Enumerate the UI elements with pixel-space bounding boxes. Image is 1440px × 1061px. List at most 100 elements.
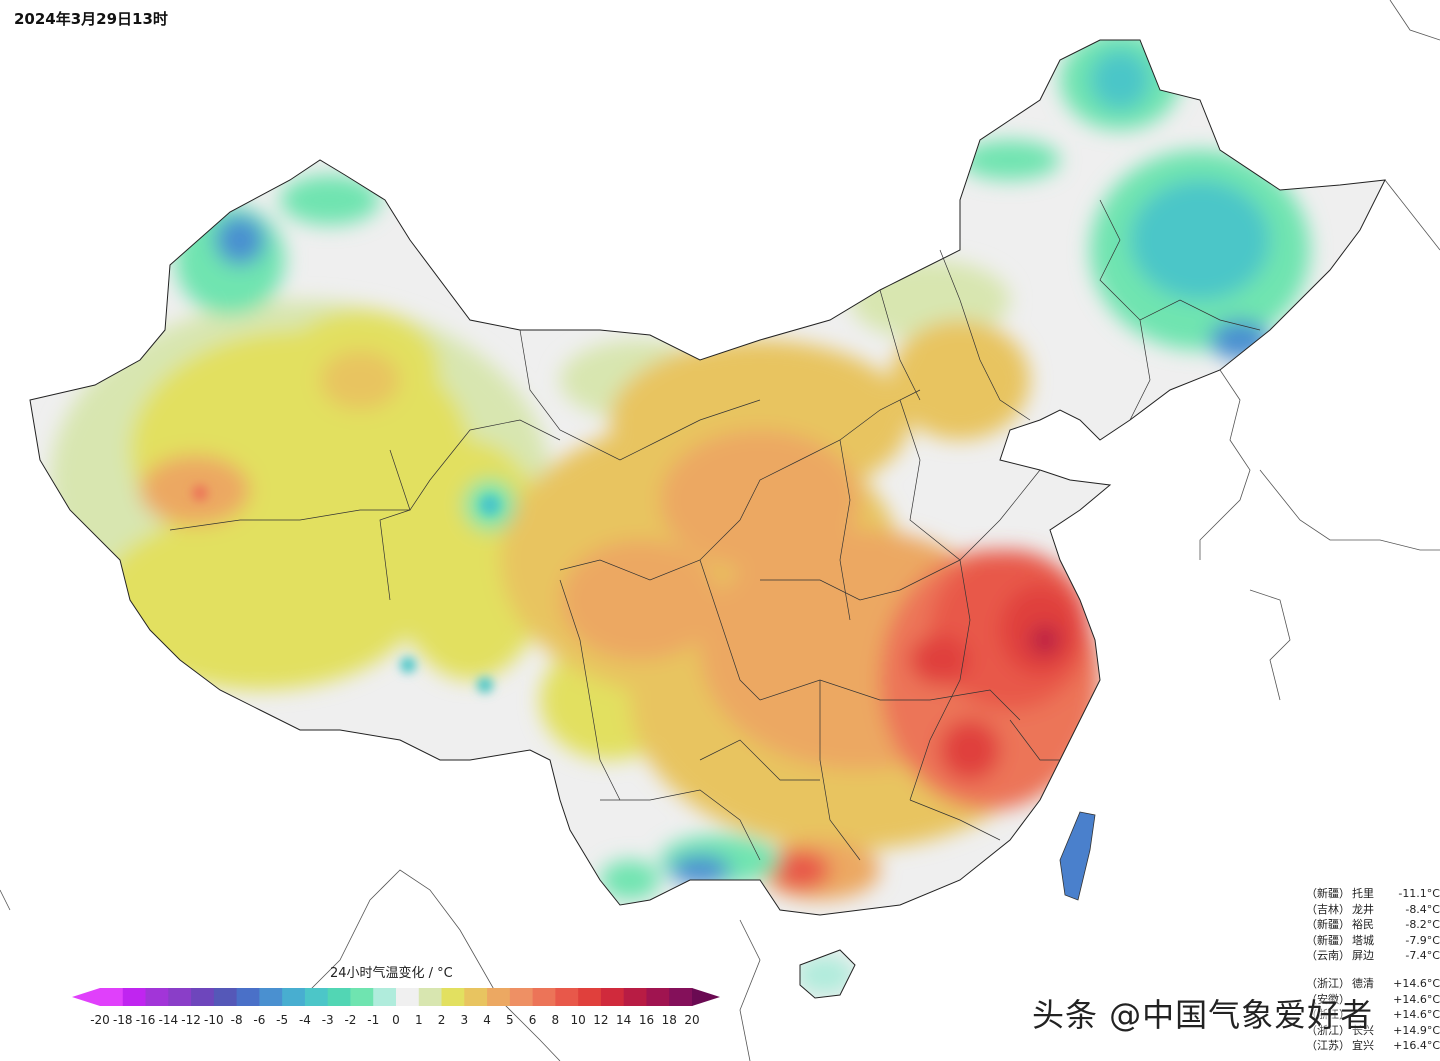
station-value: +16.4°C (1393, 1039, 1440, 1052)
station-row: （安徽） +14.6°C (1306, 992, 1440, 1008)
colorbar-arrow-left (72, 988, 100, 1006)
station-name: 屏边 (1352, 949, 1374, 962)
station-province: （江苏） (1306, 1039, 1350, 1052)
colorbar-swatch (669, 988, 693, 1006)
station-name: 塔城 (1352, 933, 1374, 947)
colorbar-swatch (100, 988, 124, 1006)
colorbar-tick-label: -1 (367, 1013, 380, 1027)
colorbar-swatch (282, 988, 306, 1006)
colorbar-tick-label: -2 (344, 1013, 357, 1027)
colorbar-swatch (418, 988, 443, 1006)
station-province: （新疆） (1306, 887, 1350, 900)
colorbar-tick-label: -10 (204, 1013, 224, 1027)
colorbar-tick-label: -12 (181, 1013, 201, 1027)
station-row: （新疆） 托里 -11.1°C (1306, 886, 1440, 902)
china-boundary (29, 39, 1386, 999)
colorbar-arrow-right (692, 988, 720, 1006)
station-province: （浙江） (1306, 977, 1350, 990)
station-value: -7.4°C (1405, 949, 1440, 962)
colorbar-tick-label: 4 (483, 1013, 491, 1027)
station-row: （浙江） 长兴 +14.9°C (1306, 1023, 1440, 1039)
station-province: （吉林） (1306, 902, 1350, 916)
colorbar-swatch (259, 988, 283, 1006)
station-province: （新疆） (1306, 918, 1350, 931)
station-name: 宜兴 (1352, 1039, 1374, 1052)
station-row: （江苏） 宜兴 +16.4°C (1306, 1038, 1440, 1054)
colorbar-tick-label: 1 (414, 1013, 423, 1027)
station-province: （浙江） (1306, 1008, 1350, 1021)
watermark: 头条 @中国气象爱好者 (1032, 996, 1374, 1034)
station-province: （云南） (1306, 949, 1350, 962)
colorbar-swatch (396, 988, 420, 1006)
stats-highest: （浙江） 德清 +14.6°C （安徽） +14.6°C （浙江） +14.6°C （浙江）长… (1306, 976, 1440, 1054)
colorbar-tick-label: 5 (506, 1013, 514, 1027)
station-province: （新疆） (1306, 933, 1350, 947)
colorbar-swatch (441, 988, 465, 1006)
colorbar-tick-label: 12 (593, 1013, 609, 1027)
station-value: +14.6°C (1393, 977, 1440, 990)
colorbar-tick-label: 20 (684, 1013, 700, 1027)
colorbar-tick-label: 14 (616, 1013, 632, 1027)
colorbar-tick-label: -6 (253, 1013, 266, 1027)
colorbar-tick-label: 3 (460, 1013, 469, 1027)
colorbar-swatch (464, 988, 488, 1006)
colorbar-swatch (304, 988, 329, 1006)
station-name: 长兴 (1352, 1023, 1374, 1037)
station-name: 托里 (1352, 887, 1374, 900)
legend-colorbar (72, 988, 720, 1006)
colorbar-tick-label: -4 (298, 1013, 311, 1027)
colorbar-swatch (646, 988, 670, 1006)
station-row: （新疆） 裕民 -8.2°C (1306, 917, 1440, 933)
colorbar-tick-label: -8 (230, 1013, 243, 1027)
colorbar-tick-label: 6 (528, 1013, 537, 1027)
colorbar-swatch (623, 988, 647, 1006)
colorbar-tick-label: -14 (158, 1013, 179, 1027)
colorbar-swatch (145, 988, 169, 1006)
province-boundaries (169, 199, 1261, 861)
stats-lowest: （新疆） 托里 -11.1°C （吉林） 龙井 -8.4°C （新疆） 裕民 -8.2°C （新疆… (1306, 886, 1440, 964)
station-province: （浙江） (1306, 1023, 1350, 1037)
colorbar-swatch (487, 988, 511, 1006)
station-row: （浙江） +14.6°C (1306, 1007, 1440, 1023)
colorbar-tick-label: 16 (638, 1013, 655, 1027)
colorbar-swatch (168, 988, 192, 1006)
colorbar-tick-label: -16 (135, 1013, 156, 1027)
colorbar-swatch (555, 988, 579, 1006)
station-value: +14.6°C (1393, 992, 1440, 1006)
colorbar-tick-label: 10 (570, 1013, 586, 1027)
colorbar-tick-label: 0 (392, 1013, 400, 1027)
colorbar-tick-label: -20 (90, 1013, 110, 1027)
station-row: （浙江） 德清 +14.6°C (1306, 976, 1440, 992)
colorbar-swatch (191, 988, 215, 1006)
station-value: +14.6°C (1393, 1008, 1440, 1021)
colorbar-tick-label: 2 (437, 1013, 446, 1027)
colorbar-tick-label: -5 (276, 1013, 289, 1027)
station-name: 裕民 (1352, 918, 1374, 931)
station-value: -8.4°C (1405, 902, 1440, 916)
colorbar-swatch (236, 988, 260, 1006)
colorbar-tick-label: 18 (661, 1013, 677, 1027)
colorbar-swatch (350, 988, 374, 1006)
colorbar-swatch (600, 988, 625, 1006)
colorbar-swatch (373, 988, 397, 1006)
station-row: （吉林） 龙井 -8.4°C (1306, 902, 1440, 918)
colorbar-swatch (327, 988, 351, 1006)
legend-title: 24小时气温变化 / °C (330, 966, 453, 981)
colorbar-swatch (509, 988, 534, 1006)
station-row: （云南） 屏边 -7.4°C (1306, 948, 1440, 964)
colorbar-swatch (213, 988, 238, 1006)
colorbar-tick-label: 8 (551, 1013, 560, 1027)
station-province: （安徽） (1306, 992, 1350, 1006)
station-row: （新疆） 塔城 -7.9°C (1306, 933, 1440, 949)
station-value: -11.1°C (1398, 887, 1440, 900)
station-name: 德清 (1352, 977, 1374, 990)
taiwan-island (1059, 811, 1096, 901)
station-value: -8.2°C (1405, 918, 1440, 931)
map-title: 2024年3月29日13时 (14, 10, 168, 28)
colorbar-swatch (122, 988, 147, 1006)
legend-tick-labels: -20 -18 -16 -14 -12 -10 -8 -6 -5 -4 -3 -2 -1 0 1 2 3 4 5 6 8… (0, 1013, 760, 1031)
station-name: 龙井 (1352, 902, 1374, 916)
colorbar-swatch (578, 988, 602, 1006)
